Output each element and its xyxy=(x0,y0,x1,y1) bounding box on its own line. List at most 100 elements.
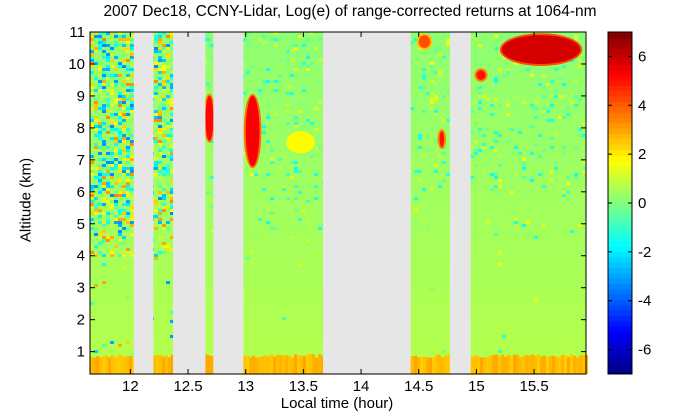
noise-cell xyxy=(110,65,114,68)
noise-cell xyxy=(578,98,582,101)
noise-cell xyxy=(482,134,486,137)
noise-cell xyxy=(154,215,158,218)
noise-cell xyxy=(162,119,166,122)
noise-cell xyxy=(114,35,118,38)
noise-cell xyxy=(578,116,582,119)
boundary-layer-column xyxy=(204,354,207,374)
noise-cell xyxy=(470,59,474,62)
data-gap-2 xyxy=(213,32,244,374)
noise-cell xyxy=(210,44,214,47)
noise-cell xyxy=(106,98,110,101)
noise-cell xyxy=(282,188,286,191)
y-tick-label: 8 xyxy=(77,120,85,137)
noise-cell xyxy=(90,104,94,107)
noise-cell xyxy=(122,47,126,50)
boundary-layer-column xyxy=(108,357,111,374)
noise-cell xyxy=(430,80,434,83)
noise-cell xyxy=(94,209,98,212)
noise-cell xyxy=(114,167,118,170)
noise-cell xyxy=(118,167,122,170)
noise-cell xyxy=(126,149,130,152)
colorbar-swatch xyxy=(608,347,632,354)
noise-cell xyxy=(278,59,282,62)
boundary-layer-column xyxy=(579,355,582,374)
noise-cell xyxy=(130,188,134,191)
noise-cell xyxy=(94,230,98,233)
colorbar-swatch xyxy=(608,48,632,54)
noise-cell xyxy=(294,185,298,188)
noise-cell xyxy=(314,74,318,77)
noise-cell xyxy=(162,209,166,212)
noise-cell xyxy=(170,212,174,215)
colorbar-swatch xyxy=(608,106,632,113)
noise-cell xyxy=(126,113,130,116)
colorbar-swatch xyxy=(608,309,632,316)
noise-cell xyxy=(170,191,174,194)
noise-cell xyxy=(90,161,94,164)
noise-cell xyxy=(102,230,106,233)
noise-cell xyxy=(102,158,106,161)
boundary-layer-column xyxy=(165,355,168,374)
noise-cell xyxy=(118,152,122,155)
noise-cell xyxy=(98,134,102,137)
noise-cell xyxy=(170,131,174,134)
noise-cell xyxy=(110,251,114,254)
noise-cell xyxy=(110,113,114,116)
boundary-layer-column xyxy=(315,358,318,374)
noise-cell xyxy=(434,71,438,74)
noise-cell xyxy=(126,125,130,128)
boundary-layer-column xyxy=(426,358,429,374)
noise-cell xyxy=(550,179,554,182)
noise-cell xyxy=(122,35,126,38)
noise-cell xyxy=(170,203,174,206)
noise-cell xyxy=(98,173,102,176)
noise-cell xyxy=(98,146,102,149)
noise-cell xyxy=(94,104,98,107)
noise-cell xyxy=(118,194,122,197)
cloud-core-6 xyxy=(476,70,486,80)
noise-cell xyxy=(498,68,502,71)
noise-cell xyxy=(110,194,114,197)
noise-cell xyxy=(494,98,498,101)
colorbar-swatch xyxy=(608,315,632,322)
noise-cell xyxy=(98,221,102,224)
noise-cell xyxy=(158,143,162,146)
noise-cell xyxy=(130,98,134,101)
noise-cell xyxy=(162,194,166,197)
noise-cell xyxy=(126,131,130,134)
noise-cell xyxy=(162,77,166,80)
boundary-layer-column xyxy=(312,354,315,374)
noise-cell xyxy=(90,200,94,203)
noise-cell xyxy=(414,209,418,212)
noise-cell xyxy=(526,116,530,119)
noise-cell xyxy=(122,80,126,83)
noise-cell xyxy=(154,188,158,191)
noise-cell xyxy=(106,173,110,176)
boundary-layer-column xyxy=(444,355,447,374)
noise-cell xyxy=(290,92,294,95)
noise-cell xyxy=(254,80,258,83)
boundary-layer-column xyxy=(129,356,132,374)
noise-cell xyxy=(126,248,130,251)
noise-cell xyxy=(154,167,158,170)
noise-cell xyxy=(242,56,246,59)
noise-cell xyxy=(546,110,550,113)
noise-cell xyxy=(554,95,558,98)
noise-cell xyxy=(446,41,450,44)
noise-cell xyxy=(566,107,570,110)
noise-cell xyxy=(166,170,170,173)
noise-cell xyxy=(542,110,546,113)
noise-cell xyxy=(266,104,270,107)
noise-cell xyxy=(170,104,174,107)
noise-cell xyxy=(110,74,114,77)
noise-cell xyxy=(554,161,558,164)
noise-cell xyxy=(438,176,442,179)
noise-cell xyxy=(102,41,106,44)
noise-cell xyxy=(122,38,126,41)
noise-cell xyxy=(578,128,582,131)
colorbar-swatch xyxy=(608,112,632,118)
noise-cell xyxy=(578,251,582,254)
data-gap-3 xyxy=(323,32,411,374)
noise-cell xyxy=(414,227,418,230)
noise-cell xyxy=(170,194,174,197)
